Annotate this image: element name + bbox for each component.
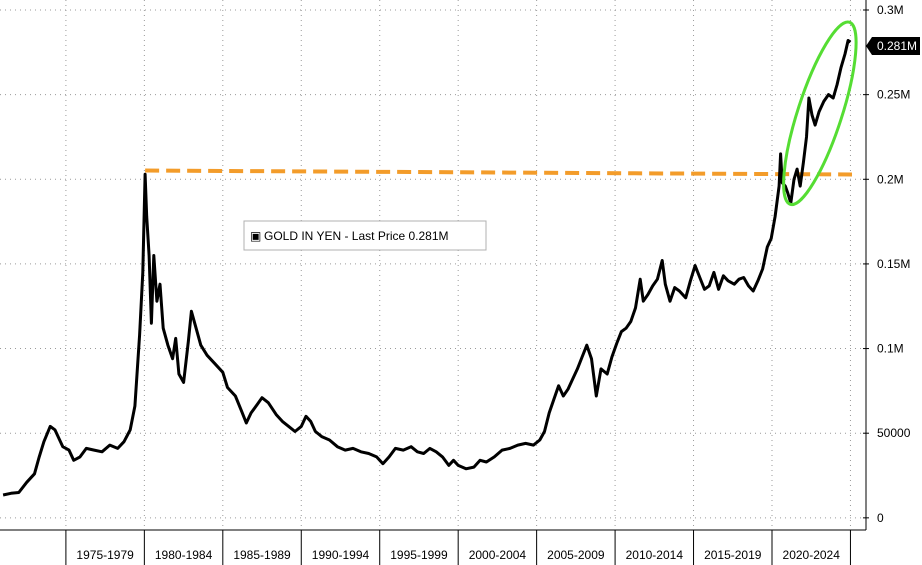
y-tick-label: 0.1M [877,342,904,356]
reference-line [145,168,853,177]
highlight-layer [782,20,858,207]
legend: ▣ GOLD IN YEN - Last Price 0.281M [243,220,487,251]
x-tick-label: 2010-2014 [626,548,684,562]
y-tick-label: 0.2M [877,172,904,186]
y-tick-label: 50000 [877,426,911,440]
grid-layer [0,0,866,528]
series-line-gold-in-yen [2,39,852,497]
x-tick-label: 2020-2024 [783,548,841,562]
legend-text: GOLD IN YEN - Last Price 0.281M [264,229,449,243]
y-tick-label: 0 [877,511,884,525]
x-tick-label: 1985-1989 [233,548,291,562]
last-price-label: 0.281M [877,39,917,53]
x-tick-label: 1995-1999 [390,548,448,562]
last-price-tag: 0.281M [866,37,920,55]
y-tick-label: 0.15M [877,257,910,271]
last-price-tag-shape [866,37,920,55]
series-layer [2,39,852,497]
reference-line-layer [145,168,853,177]
highlight-ellipse [782,20,858,207]
legend-marker-icon: ▣ [250,229,261,243]
x-tick-label: 1990-1994 [312,548,370,562]
y-axis: 0 50000 0.1M 0.15M 0.2M 0.25M 0.3M [863,0,911,530]
x-tick-label: 2000-2004 [469,548,527,562]
x-tick-label: 1975-1979 [76,548,134,562]
x-axis: 1975-1979 1980-1984 1985-1989 1990-1994 1995… [0,529,866,565]
x-tick-label: 2015-2019 [704,548,762,562]
x-tick-label: 2005-2009 [547,548,605,562]
legend-box [243,220,487,251]
y-tick-label: 0.3M [877,3,904,17]
y-tick-label: 0.25M [877,88,910,102]
x-tick-label: 1980-1984 [155,548,213,562]
